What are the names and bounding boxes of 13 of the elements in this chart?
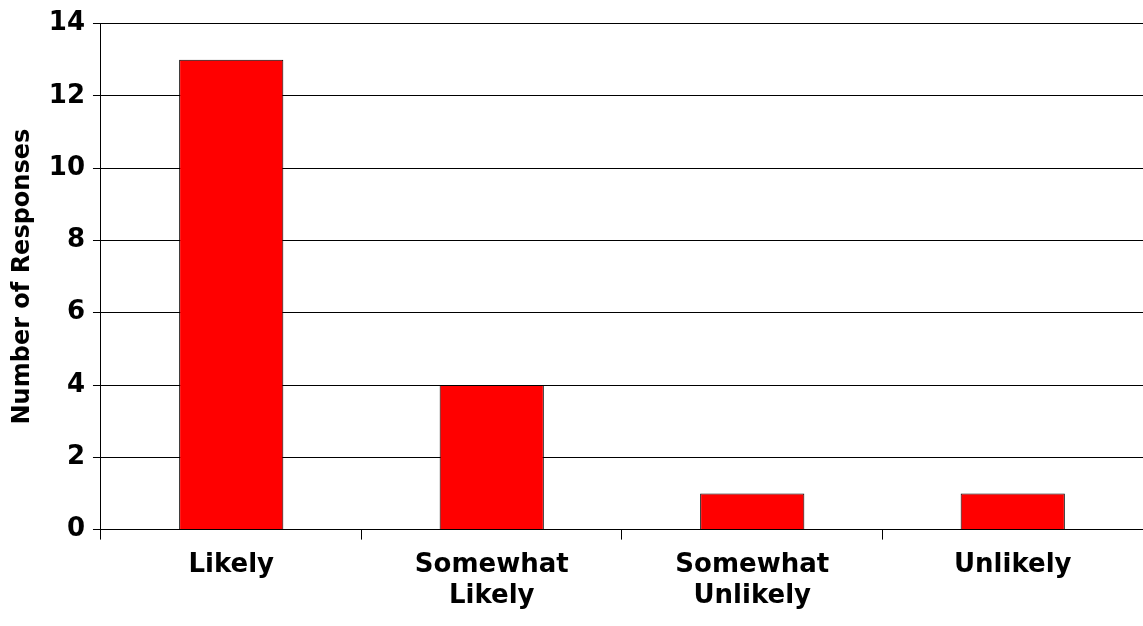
y-tick-label: 8 — [66, 223, 85, 254]
x-tick-label: Likely — [188, 547, 275, 578]
x-tick-label: Somewhat Likely — [414, 547, 569, 610]
y-tick-label: 4 — [66, 367, 85, 398]
y-tick-label: 6 — [66, 295, 85, 326]
x-tick-label: Somewhat Unlikely — [675, 547, 830, 610]
y-tick-label: 10 — [48, 150, 85, 181]
y-tick-label: 14 — [48, 6, 85, 37]
x-tick-label: Unlikely — [953, 547, 1072, 578]
y-tick-label: 12 — [48, 78, 85, 109]
y-tick-label: 0 — [66, 512, 85, 543]
y-tick-label: 2 — [66, 440, 85, 471]
y-axis-title: Number of Responses — [6, 128, 35, 425]
